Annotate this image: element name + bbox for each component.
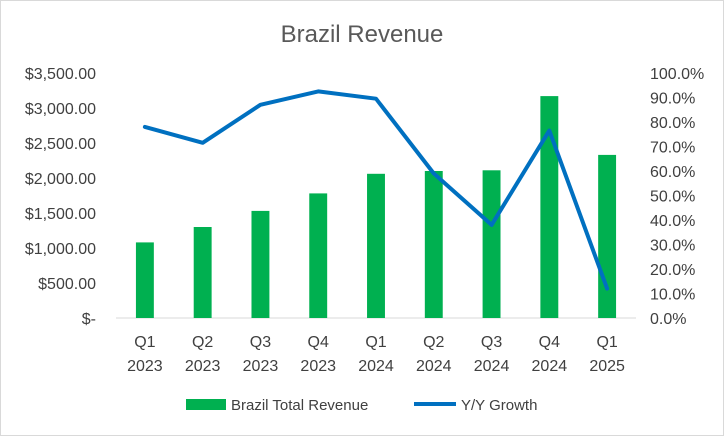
x-tick-label-quarter: Q4 [539, 334, 560, 351]
right-tick-label: 60.0% [650, 164, 695, 181]
right-tick-label: 100.0% [650, 66, 704, 83]
growth-line [142, 89, 610, 291]
x-tick-label-quarter: Q3 [250, 334, 271, 351]
legend: Brazil Total Revenue Y/Y Growth [186, 397, 537, 414]
right-tick-label: 50.0% [650, 189, 695, 206]
x-tick-label-quarter: Q1 [134, 334, 155, 351]
growth-line-layer [142, 89, 610, 291]
x-tick-label-quarter: Q1 [596, 334, 617, 351]
revenue-bar [598, 154, 617, 318]
x-tick-label-quarter: Q4 [308, 334, 329, 351]
right-tick-label: 0.0% [650, 311, 686, 328]
left-tick-label: $2,000.00 [25, 171, 96, 188]
left-tick-label: $3,000.00 [25, 101, 96, 118]
right-tick-label: 80.0% [650, 115, 695, 132]
right-tick-label: 40.0% [650, 213, 695, 230]
x-tick-label-year: 2025 [589, 358, 625, 375]
left-tick-label: $- [82, 311, 96, 328]
legend-swatch-revenue [186, 399, 226, 410]
x-tick-label-year: 2023 [243, 358, 279, 375]
x-tick-label-year: 2024 [532, 358, 568, 375]
x-tick-label-quarter: Q3 [481, 334, 502, 351]
right-tick-label: 30.0% [650, 238, 695, 255]
x-tick-label-year: 2024 [416, 358, 452, 375]
right-tick-label: 70.0% [650, 140, 695, 157]
revenue-bar [367, 173, 385, 318]
right-tick-label: 10.0% [650, 287, 695, 304]
x-tick-label-year: 2023 [300, 358, 336, 375]
revenue-bar [193, 227, 212, 318]
left-tick-label: $1,500.00 [25, 206, 96, 223]
revenue-bars [135, 96, 617, 318]
right-tick-label: 90.0% [650, 91, 695, 108]
left-tick-label: $2,500.00 [25, 136, 96, 153]
x-axis: Q1 2023 Q2 2023 Q3 2023 Q4 2023 Q1 2024 Q2 2024 Q3 20… [127, 334, 625, 375]
revenue-bar [251, 210, 270, 318]
revenue-bar [135, 242, 154, 318]
x-tick-label-year: 2024 [358, 358, 394, 375]
left-tick-label: $1,000.00 [25, 241, 96, 258]
x-tick-label-quarter: Q2 [423, 334, 444, 351]
legend-label-revenue: Brazil Total Revenue [231, 397, 368, 414]
right-axis: 0.0% 10.0% 20.0% 30.0% 40.0% 50.0% 60.0% 70.0% 8… [650, 66, 704, 328]
x-tick-label-year: 2023 [185, 358, 221, 375]
revenue-bar [482, 170, 501, 318]
revenue-bar [540, 96, 559, 318]
left-axis: $- $500.00 $1,000.00 $1,500.00 $2,000.00 $2,5… [25, 66, 96, 328]
legend-label-growth: Y/Y Growth [461, 397, 537, 414]
revenue-bar [424, 171, 443, 318]
chart-title: Brazil Revenue [281, 21, 444, 48]
x-tick-label-year: 2024 [474, 358, 510, 375]
revenue-bar [309, 193, 328, 318]
x-tick-label-quarter: Q2 [192, 334, 213, 351]
right-tick-label: 20.0% [650, 262, 695, 279]
left-tick-label: $3,500.00 [25, 66, 96, 83]
left-tick-label: $500.00 [38, 276, 96, 293]
x-tick-label-year: 2023 [127, 358, 163, 375]
x-tick-label-quarter: Q1 [365, 334, 386, 351]
